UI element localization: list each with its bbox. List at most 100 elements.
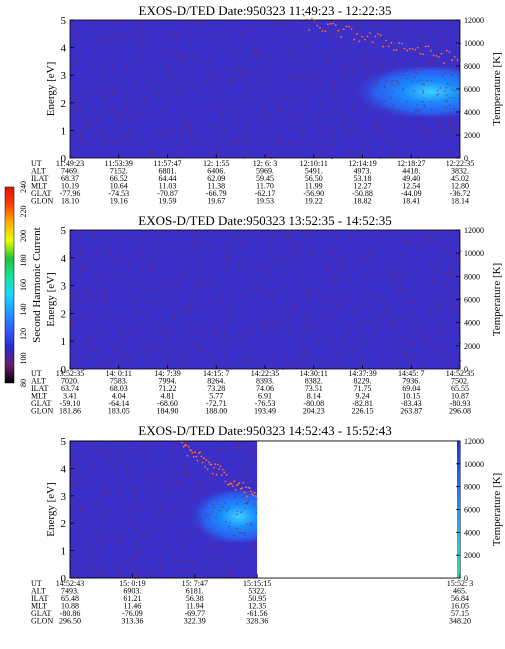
speckle [125, 353, 128, 355]
speckle [165, 68, 168, 70]
speckle [107, 142, 109, 144]
speckle [136, 326, 138, 327]
speckle [154, 267, 157, 269]
speckle [414, 42, 417, 44]
speckle [354, 42, 356, 44]
speckle [165, 285, 167, 287]
speckle [365, 140, 367, 142]
speckle [360, 337, 362, 339]
speckle [241, 326, 243, 328]
speckle [347, 50, 349, 52]
speckle [450, 257, 453, 259]
speckle [341, 126, 343, 127]
speckle [140, 263, 143, 265]
y2-tick-label: 0 [464, 574, 468, 583]
speckle [332, 86, 334, 88]
speckle [248, 498, 250, 500]
speckle [353, 266, 356, 268]
speckle [312, 331, 314, 333]
speckle [342, 22, 345, 24]
speckle [267, 270, 270, 272]
speckle [458, 67, 460, 69]
y-tick-label: 0 [61, 153, 67, 165]
speckle [299, 96, 301, 98]
speckle [454, 65, 457, 67]
speckle [101, 490, 103, 492]
speckle [326, 321, 329, 323]
speckle [246, 358, 248, 360]
speckle [181, 568, 183, 570]
speckle [451, 303, 454, 305]
speckle [255, 50, 257, 52]
speckle [355, 96, 357, 98]
speckle [181, 312, 184, 314]
speckle [272, 75, 275, 77]
speckle [284, 361, 287, 363]
plot-background [70, 230, 460, 369]
temperature-point [408, 48, 411, 50]
speckle [375, 25, 377, 27]
speckle [220, 258, 222, 260]
speckle [302, 118, 304, 120]
table-cell: 7493. [61, 587, 79, 596]
speckle [273, 321, 276, 323]
speckle [244, 503, 246, 505]
speckle [390, 97, 393, 99]
speckle [215, 153, 218, 155]
speckle [260, 82, 263, 84]
speckle [449, 265, 452, 267]
speckle [300, 362, 302, 364]
speckle [282, 343, 285, 345]
speckle [157, 330, 159, 332]
table-cell: 19.16 [110, 197, 128, 206]
speckle [299, 43, 301, 45]
speckle [414, 275, 417, 277]
speckle [260, 119, 262, 120]
speckle [313, 310, 315, 312]
speckle [203, 333, 205, 335]
speckle [86, 75, 89, 77]
speckle [303, 346, 306, 348]
speckle [86, 470, 89, 472]
speckle [235, 450, 238, 452]
speckle [426, 132, 428, 134]
temperature-point [445, 49, 448, 52]
speckle [189, 126, 192, 127]
speckle [71, 526, 74, 528]
speckle [156, 360, 159, 362]
speckle [97, 329, 99, 331]
speckle [448, 116, 450, 118]
speckle [356, 339, 359, 341]
speckle [103, 148, 106, 150]
speckle [400, 115, 402, 117]
speckle [140, 261, 143, 263]
speckle [111, 20, 113, 22]
speckle [105, 302, 107, 304]
speckle [399, 344, 401, 346]
speckle [291, 119, 293, 121]
speckle [136, 498, 139, 500]
speckle [151, 269, 153, 271]
table-cell: 18.82 [354, 197, 372, 206]
speckle [260, 151, 262, 153]
speckle [77, 483, 79, 484]
speckle [287, 319, 289, 321]
speckle [304, 327, 306, 329]
speckle [377, 314, 379, 316]
speckle [145, 267, 148, 269]
speckle [336, 307, 338, 309]
speckle [411, 314, 413, 316]
speckle [383, 281, 385, 283]
speckle [223, 309, 225, 311]
speckle [85, 570, 87, 572]
table-cell: 11:53:39 [105, 159, 133, 168]
speckle [88, 293, 91, 295]
speckle [270, 246, 273, 248]
speckle [360, 142, 362, 144]
speckle [340, 258, 342, 260]
speckle [263, 53, 266, 55]
speckle [215, 516, 217, 518]
speckle [414, 238, 416, 240]
speckle [71, 568, 74, 570]
table-cell: 53.18 [354, 174, 372, 183]
